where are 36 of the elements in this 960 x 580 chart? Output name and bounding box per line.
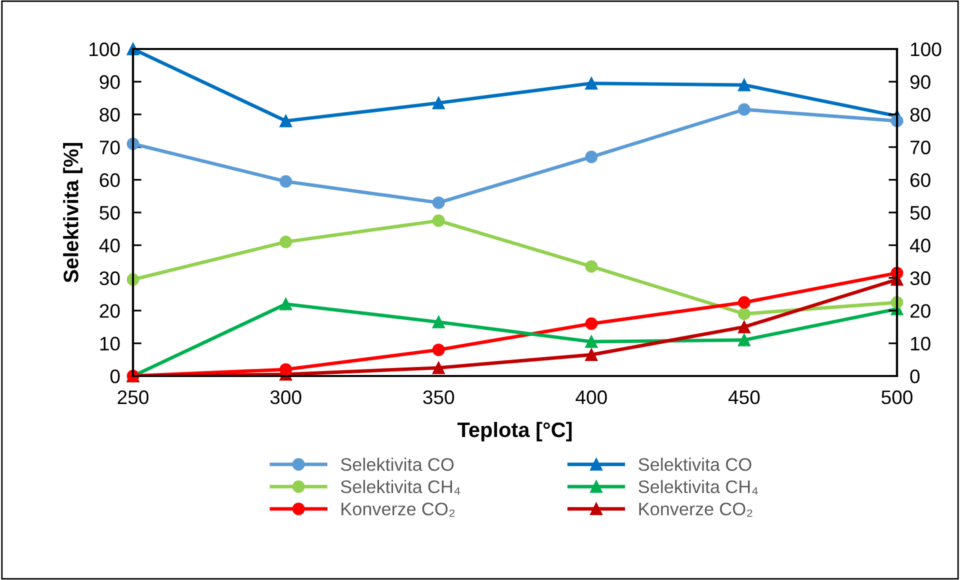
y-tick-label: 50 (100, 206, 120, 220)
y-tick-label: 80 (100, 108, 120, 122)
x-tick-label: 300 (270, 390, 302, 404)
y2-tick-label: 30 (910, 271, 930, 286)
legend-label: Konverze CO₂ (639, 502, 752, 517)
x-tick-label: 400 (576, 390, 607, 404)
y-tick-label: 0 (110, 369, 120, 384)
x-tick-label: 500 (882, 390, 912, 404)
y-tick-label: 30 (100, 271, 120, 286)
legend-label: Selektivita CH₄ (340, 480, 460, 495)
y-tick-label: 70 (100, 140, 120, 154)
y2-tick-label: 80 (910, 108, 930, 122)
y-tick-label: 20 (100, 304, 120, 318)
legend-label: Selektivita CO (638, 458, 752, 471)
y-tick-label: 100 (90, 42, 120, 56)
legend-label: Selektivita CO (340, 458, 454, 471)
legend-label: Selektivita CH₄ (638, 480, 758, 495)
y-tick-label: 40 (99, 238, 120, 252)
legend-label: Konverze CO₂ (342, 502, 455, 517)
y-tick-label: 90 (100, 75, 120, 89)
y-axis-title: Selektivita [%] (63, 143, 83, 283)
y2-tick-label: 100 (910, 42, 942, 56)
x-axis-title: Teplota [°C] (457, 422, 572, 442)
y2-tick-label: 0 (910, 369, 920, 384)
y-tick-label: 10 (100, 336, 120, 351)
y2-tick-label: 20 (910, 304, 930, 318)
y2-tick-label: 70 (910, 140, 930, 154)
x-tick-label: 250 (118, 390, 148, 404)
x-tick-label: 450 (728, 390, 760, 404)
y2-tick-label: 90 (910, 75, 930, 89)
x-tick-label: 350 (423, 390, 454, 404)
y2-tick-label: 40 (910, 238, 930, 252)
y2-tick-label: 60 (910, 173, 930, 188)
y2-tick-label: 10 (910, 336, 930, 351)
y-tick-label: 60 (100, 173, 120, 188)
y2-tick-label: 50 (910, 206, 930, 220)
